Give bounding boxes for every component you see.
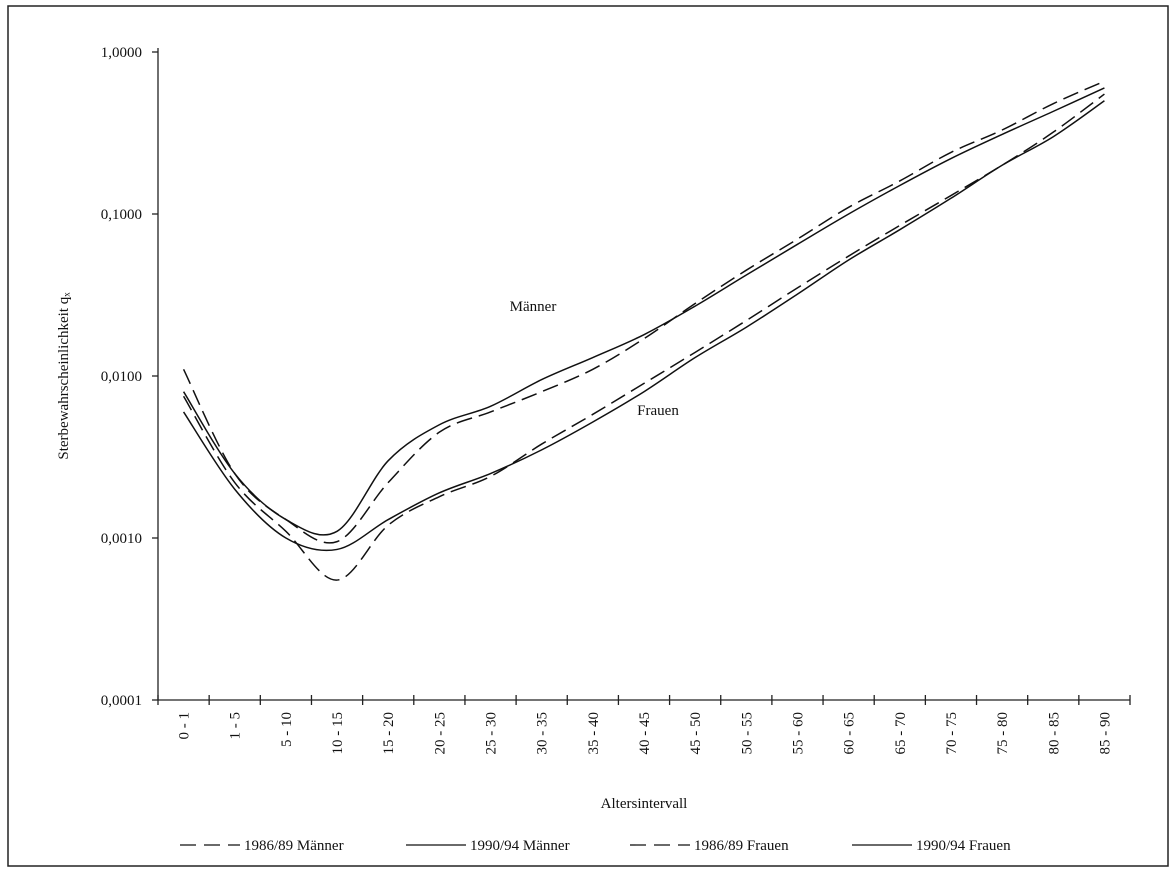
- x-tick-label: 10 - 15: [330, 712, 346, 755]
- series-line: [182, 100, 1105, 552]
- legend-label: 1986/89 Frauen: [694, 838, 789, 854]
- y-tick-label: 1,0000: [101, 45, 142, 61]
- x-tick-label: 70 - 75: [944, 712, 960, 755]
- frame: [7, 5, 1169, 867]
- legend-label: 1990/94 Frauen: [916, 838, 1011, 854]
- series-line: [182, 93, 1105, 581]
- x-tick-label: 5 - 10: [279, 712, 295, 747]
- x-tick-label: 1 - 5: [228, 712, 244, 740]
- x-tick-label: 65 - 70: [893, 712, 909, 755]
- x-tick-label: 45 - 50: [688, 712, 704, 755]
- y-tick-label: 0,0001: [101, 693, 142, 709]
- x-tick-label: 80 - 85: [1046, 712, 1062, 755]
- annotation: Männer: [510, 299, 557, 315]
- x-tick-label: 60 - 65: [842, 712, 858, 755]
- x-tick-label: 35 - 40: [586, 712, 602, 755]
- series-line: [182, 87, 1105, 536]
- y-axis-label: Sterbewahrscheinlichkeit qₓ: [56, 292, 72, 460]
- x-tick-label: 50 - 55: [739, 712, 755, 755]
- y-tick-label: 0,0010: [101, 531, 142, 547]
- legend-label: 1990/94 Männer: [470, 838, 570, 854]
- x-tick-label: 85 - 90: [1097, 712, 1113, 755]
- x-tick-label: 55 - 60: [790, 712, 806, 755]
- x-tick-label: 75 - 80: [995, 712, 1011, 755]
- series-line: [182, 80, 1105, 544]
- x-axis-label: Altersintervall: [601, 796, 688, 812]
- x-tick-label: 25 - 30: [484, 712, 500, 755]
- annotation: Frauen: [637, 403, 679, 419]
- x-tick-label: 30 - 35: [535, 712, 551, 755]
- legend-label: 1986/89 Männer: [244, 838, 344, 854]
- y-tick-label: 0,0100: [101, 369, 142, 385]
- x-tick-label: 0 - 1: [177, 712, 193, 740]
- x-tick-label: 40 - 45: [637, 712, 653, 755]
- x-tick-label: 20 - 25: [432, 712, 448, 755]
- y-tick-label: 0,1000: [101, 207, 142, 223]
- x-tick-label: 15 - 20: [381, 712, 397, 755]
